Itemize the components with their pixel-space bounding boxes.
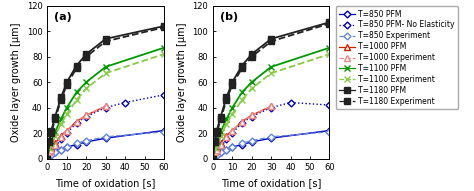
Text: (a): (a) [55,12,72,22]
X-axis label: Time of oxidation [s]: Time of oxidation [s] [221,178,321,188]
X-axis label: Time of oxidation [s]: Time of oxidation [s] [55,178,156,188]
Text: (b): (b) [220,12,238,22]
Y-axis label: Oxide layer growth [μm]: Oxide layer growth [μm] [11,22,21,142]
Y-axis label: Oxide layer growth [μm]: Oxide layer growth [μm] [177,22,187,142]
Legend: T=850 PFM, T=850 PFM- No Elasticity, T=850 Experiment, T=1000 PFM, T=1000 Experi: T=850 PFM, T=850 PFM- No Elasticity, T=8… [336,6,458,109]
